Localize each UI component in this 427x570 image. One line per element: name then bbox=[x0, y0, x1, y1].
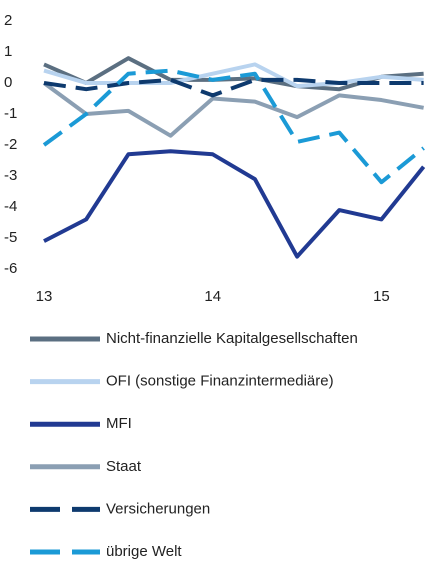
x-tick-label: 15 bbox=[373, 288, 390, 305]
series-line bbox=[43, 77, 424, 98]
legend-label: Staat bbox=[106, 458, 142, 475]
y-tick-label: -3 bbox=[4, 167, 17, 184]
x-tick-label: 14 bbox=[204, 288, 221, 305]
series-line bbox=[42, 68, 425, 185]
series-line bbox=[42, 81, 424, 138]
legend-label: Versicherungen bbox=[106, 500, 210, 517]
y-tick-label: -1 bbox=[4, 105, 17, 122]
legend-label: übrige Welt bbox=[106, 543, 182, 560]
y-tick-label: -2 bbox=[4, 136, 17, 153]
y-tick-label: -4 bbox=[4, 198, 17, 215]
series-line bbox=[43, 149, 426, 259]
y-tick-label: -6 bbox=[4, 260, 17, 277]
y-tick-label: 0 bbox=[4, 74, 12, 91]
series-line bbox=[43, 62, 424, 89]
y-tick-label: -5 bbox=[4, 229, 17, 246]
legend-label: Nicht-finanzielle Kapitalgesellschaften bbox=[106, 330, 358, 347]
legend-label: OFI (sonstige Finanzintermediäre) bbox=[106, 373, 334, 390]
y-tick-label: 1 bbox=[4, 43, 12, 60]
legend-label: MFI bbox=[106, 415, 132, 432]
y-tick-label: 2 bbox=[4, 12, 12, 29]
x-tick-label: 13 bbox=[36, 288, 53, 305]
